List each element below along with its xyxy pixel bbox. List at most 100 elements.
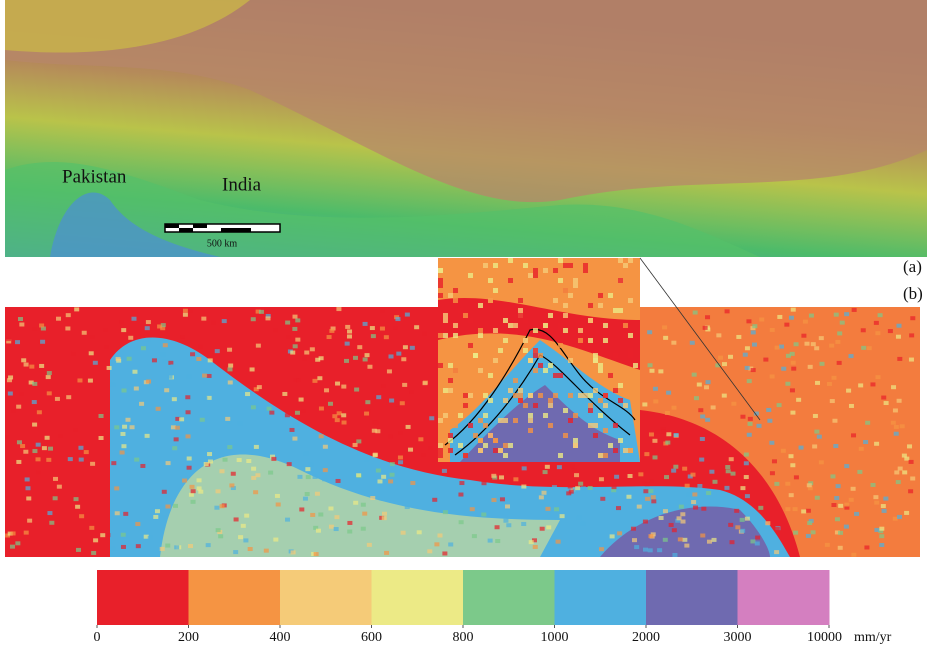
speckle bbox=[729, 457, 734, 461]
speckle bbox=[789, 316, 794, 320]
speckle bbox=[711, 405, 716, 409]
speckle bbox=[66, 395, 71, 399]
speckle bbox=[655, 430, 660, 434]
speckle bbox=[790, 352, 795, 356]
speckle bbox=[588, 303, 593, 308]
speckle bbox=[438, 278, 443, 283]
speckle bbox=[438, 423, 443, 428]
speckle bbox=[503, 398, 508, 403]
speckle bbox=[628, 348, 633, 353]
speckle bbox=[448, 293, 453, 298]
speckle bbox=[700, 437, 705, 441]
speckle bbox=[705, 315, 710, 319]
speckle bbox=[220, 469, 225, 473]
speckle bbox=[405, 313, 410, 317]
speckle bbox=[314, 552, 319, 556]
speckle bbox=[36, 443, 41, 447]
speckle bbox=[223, 458, 228, 462]
speckle bbox=[448, 438, 453, 443]
speckle bbox=[248, 547, 253, 551]
scale-bar-tick bbox=[221, 228, 251, 232]
speckle bbox=[533, 403, 538, 408]
speckle bbox=[588, 486, 593, 490]
speckle bbox=[125, 418, 130, 422]
speckle bbox=[68, 457, 73, 461]
speckle bbox=[488, 398, 493, 403]
speckle bbox=[680, 512, 685, 516]
panel-tag: (a) bbox=[903, 257, 922, 276]
speckle bbox=[353, 501, 358, 505]
speckle bbox=[183, 309, 188, 313]
speckle bbox=[337, 411, 342, 415]
speckle bbox=[11, 531, 16, 535]
speckle bbox=[836, 484, 841, 488]
speckle bbox=[305, 492, 310, 496]
speckle bbox=[131, 317, 136, 321]
speckle bbox=[518, 308, 523, 313]
speckle bbox=[904, 457, 909, 461]
speckle bbox=[628, 333, 633, 338]
speckle bbox=[633, 363, 638, 368]
speckle bbox=[470, 507, 475, 511]
speckle bbox=[851, 553, 856, 557]
speckle bbox=[796, 398, 801, 402]
speckle bbox=[316, 529, 321, 533]
speckle bbox=[716, 333, 721, 337]
speckle bbox=[528, 418, 533, 423]
speckle bbox=[453, 423, 458, 428]
speckle bbox=[722, 362, 727, 366]
speckle bbox=[770, 328, 775, 332]
speckle bbox=[528, 393, 533, 398]
speckle bbox=[503, 453, 508, 458]
speckle bbox=[71, 352, 76, 356]
speckle bbox=[638, 472, 643, 476]
speckle bbox=[302, 357, 307, 361]
speckle bbox=[421, 453, 426, 457]
speckle bbox=[405, 505, 410, 509]
speckle bbox=[382, 516, 387, 520]
speckle bbox=[573, 438, 578, 443]
speckle bbox=[756, 424, 761, 428]
speckle bbox=[679, 505, 684, 509]
speckle bbox=[827, 382, 832, 386]
speckle bbox=[429, 416, 434, 420]
speckle bbox=[891, 385, 896, 389]
speckle bbox=[893, 517, 898, 521]
speckle bbox=[315, 358, 320, 362]
speckle bbox=[871, 483, 876, 487]
speckle bbox=[207, 374, 212, 378]
speckle bbox=[758, 506, 763, 510]
legend-swatch bbox=[555, 570, 647, 625]
speckle bbox=[603, 403, 608, 408]
speckle bbox=[93, 361, 98, 365]
speckle bbox=[557, 465, 562, 469]
speckle bbox=[296, 378, 301, 382]
speckle bbox=[459, 520, 464, 524]
speckle bbox=[214, 506, 219, 510]
speckle bbox=[583, 268, 588, 273]
speckle bbox=[215, 349, 220, 353]
speckle bbox=[367, 543, 372, 547]
speckle bbox=[785, 382, 790, 386]
speckle bbox=[418, 437, 423, 441]
speckle bbox=[306, 475, 311, 479]
speckle bbox=[329, 329, 334, 333]
speckle bbox=[303, 497, 308, 501]
speckle bbox=[825, 543, 830, 547]
speckle bbox=[840, 321, 845, 325]
speckle bbox=[543, 413, 548, 418]
speckle bbox=[227, 348, 232, 352]
speckle bbox=[791, 308, 796, 312]
speckle bbox=[275, 494, 280, 498]
speckle bbox=[287, 462, 292, 466]
speckle bbox=[775, 527, 780, 531]
speckle bbox=[774, 550, 779, 554]
speckle bbox=[148, 536, 153, 540]
speckle bbox=[548, 328, 553, 333]
speckle bbox=[643, 548, 648, 552]
speckle bbox=[120, 432, 125, 436]
speckle bbox=[122, 425, 127, 429]
speckle bbox=[533, 288, 538, 293]
speckle bbox=[443, 510, 448, 514]
speckle bbox=[700, 414, 705, 418]
